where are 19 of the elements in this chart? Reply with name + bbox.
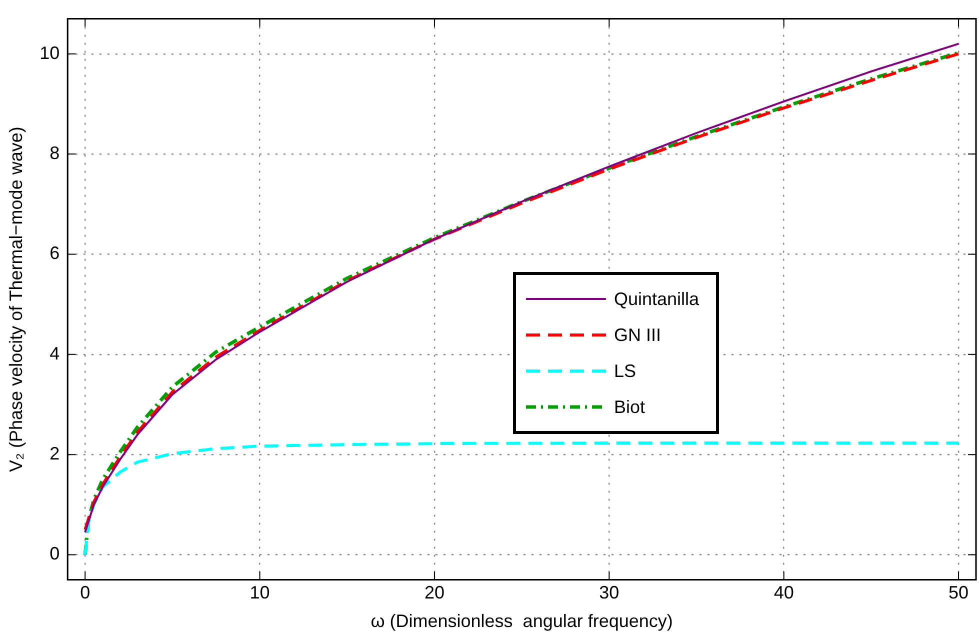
x-tick-label: 20 bbox=[424, 582, 444, 603]
x-axis-title: ω (Dimensionless angular frequency) bbox=[370, 611, 673, 632]
y-tick-label: 6 bbox=[50, 243, 60, 264]
x-tick-label: 50 bbox=[948, 582, 969, 603]
legend-label: LS bbox=[614, 360, 636, 382]
y-tick-label: 4 bbox=[50, 343, 60, 364]
x-tick-label: 0 bbox=[80, 582, 90, 603]
x-tick-label: 40 bbox=[774, 582, 794, 603]
line-series bbox=[84, 442, 960, 556]
legend-label: Biot bbox=[614, 396, 646, 418]
y-axis-title: V₂ (Phase velocity of Thermal−mode wave) bbox=[6, 126, 26, 472]
x-tick-label: 10 bbox=[250, 582, 270, 603]
y-tick-label: 0 bbox=[50, 544, 60, 564]
y-tick-label: 10 bbox=[40, 42, 60, 63]
y-tick-label: 2 bbox=[50, 444, 60, 464]
legend-label: Quintanilla bbox=[614, 288, 700, 310]
legend-label: GN III bbox=[614, 324, 662, 346]
x-tick-label: 30 bbox=[599, 582, 620, 603]
y-tick-label: 8 bbox=[50, 143, 60, 164]
